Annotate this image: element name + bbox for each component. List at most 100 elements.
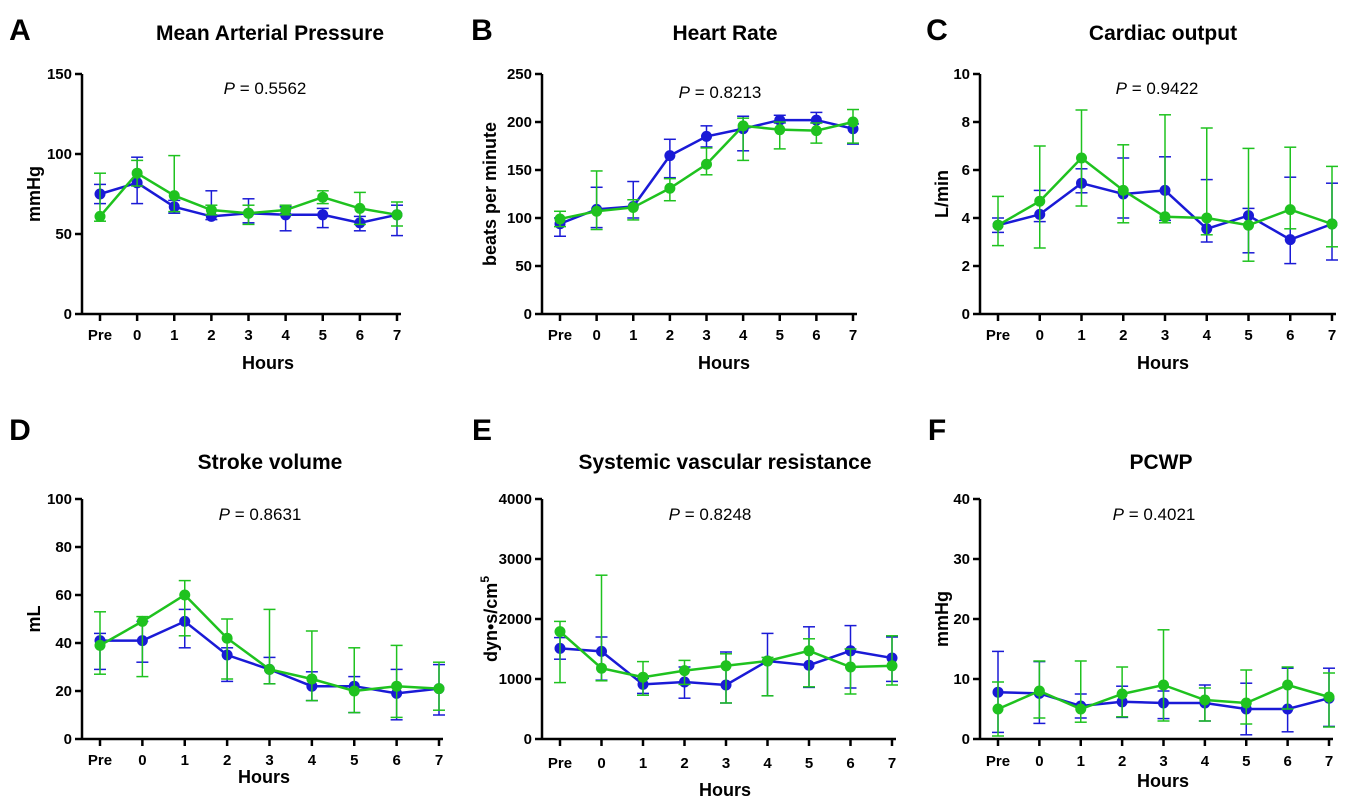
y-tick-label: 2: [962, 258, 970, 275]
y-tick-label: 80: [55, 539, 72, 556]
data-point: [1243, 219, 1254, 231]
y-tick-label: 30: [953, 551, 970, 568]
x-tick-label: 4: [308, 752, 317, 769]
data-point: [317, 191, 329, 203]
y-tick-label: 0: [524, 306, 532, 323]
x-tick-label: 7: [1325, 753, 1333, 770]
data-point: [664, 150, 676, 162]
p-value-annotation: P = 0.8248: [669, 505, 752, 524]
x-tick-label: 2: [1119, 327, 1127, 344]
data-point: [701, 158, 712, 170]
chart-title: Heart Rate: [672, 22, 777, 45]
p-value-annotation: P = 0.4021: [1113, 505, 1196, 524]
series-green: [992, 629, 1335, 737]
data-point: [1240, 697, 1252, 709]
data-point: [391, 680, 403, 692]
x-tick-label: 4: [1201, 753, 1210, 770]
x-tick-label: 5: [1242, 753, 1250, 770]
x-tick-label: 1: [639, 755, 647, 772]
data-point: [803, 645, 815, 657]
y-tick-label: 40: [55, 635, 72, 652]
panel-b: B Heart Rate P = 0.8213 0 50 100 150 200 250 Pre 0…: [471, 14, 859, 373]
p-value-annotation: P = 0.8213: [679, 83, 762, 102]
series-green: [992, 109, 1338, 262]
x-tick-label: 2: [666, 327, 674, 344]
y-axis-label: L/min: [932, 170, 952, 218]
x-tick-label: 6: [1286, 327, 1294, 344]
y-tick-label: 50: [515, 258, 532, 275]
data-point: [221, 632, 233, 644]
y-tick-label: 6: [962, 162, 970, 179]
data-point: [348, 685, 360, 697]
data-point: [280, 204, 292, 216]
data-point: [1076, 152, 1087, 164]
y-axis-label: mmHg: [932, 591, 952, 647]
data-point: [168, 190, 180, 202]
x-tick-label: 5: [350, 752, 358, 769]
x-tick-label: 4: [739, 327, 748, 344]
data-point: [886, 660, 898, 672]
x-tick-label: 5: [1244, 327, 1252, 344]
y-tick-label: 250: [507, 66, 532, 83]
data-point: [354, 202, 366, 214]
x-tick-label: 6: [846, 755, 854, 772]
panel-d: D Stroke volume P = 0.8631 0 20 40 60 80 100 Pre 0…: [9, 414, 445, 787]
y-axis-label: beats per minute: [480, 122, 500, 266]
x-tick-label: 5: [776, 327, 784, 344]
x-tick-label: 0: [133, 327, 141, 344]
data-point: [1158, 679, 1169, 691]
x-tick-label: 3: [244, 327, 252, 344]
data-point: [701, 130, 712, 142]
x-tick-label: 4: [1203, 327, 1212, 344]
data-point: [1075, 703, 1087, 715]
x-tick-label: 3: [702, 327, 710, 344]
x-tick-label: 1: [1077, 327, 1085, 344]
chart-title: PCWP: [1130, 451, 1193, 474]
chart-title: Systemic vascular resistance: [578, 451, 871, 474]
x-tick-label: Pre: [88, 752, 112, 769]
data-point: [1159, 211, 1171, 223]
x-tick-label: 2: [223, 752, 231, 769]
y-tick-label: 20: [55, 683, 72, 700]
y-axis-label: dyn•s/cm5: [478, 576, 501, 662]
data-point: [992, 703, 1004, 715]
data-point: [774, 114, 786, 126]
x-axis-label: Hours: [242, 353, 294, 373]
y-tick-label: 10: [953, 66, 970, 83]
panel-f: F PCWP P = 0.4021 0 10 20 30 40 Pre 0 1 2 3 4 5 6 7 Hours…: [928, 414, 1335, 791]
data-point: [596, 662, 607, 674]
x-tick-label: 5: [319, 327, 327, 344]
p-value-annotation: P = 0.8631: [219, 505, 302, 524]
panel-letter: F: [928, 414, 946, 447]
panel-letter: B: [471, 14, 493, 47]
x-axis-label: Hours: [699, 780, 751, 797]
data-point: [737, 120, 749, 132]
panel-letter: C: [926, 14, 948, 47]
x-tick-label: 4: [763, 755, 772, 772]
x-tick-label: 0: [592, 327, 600, 344]
data-point: [243, 207, 254, 219]
y-tick-label: 4: [962, 210, 971, 227]
data-point: [433, 683, 445, 695]
x-tick-label: 7: [849, 327, 857, 344]
x-tick-label: 7: [393, 327, 401, 344]
y-tick-label: 0: [64, 306, 72, 323]
data-point: [1199, 694, 1211, 706]
x-axis-label: Hours: [698, 353, 750, 373]
y-tick-label: 1000: [499, 671, 532, 688]
data-point: [1284, 204, 1296, 216]
data-point: [1323, 691, 1335, 703]
data-point: [591, 205, 603, 217]
data-point: [627, 201, 639, 213]
data-point: [1201, 212, 1213, 224]
y-tick-label: 4000: [499, 491, 532, 508]
y-tick-label: 50: [55, 226, 72, 243]
data-point: [845, 661, 856, 673]
p-value-annotation: P = 0.9422: [1116, 79, 1199, 98]
x-tick-label: 2: [207, 327, 215, 344]
data-point: [391, 209, 403, 221]
data-point: [205, 204, 217, 216]
y-tick-label: 8: [962, 114, 970, 131]
